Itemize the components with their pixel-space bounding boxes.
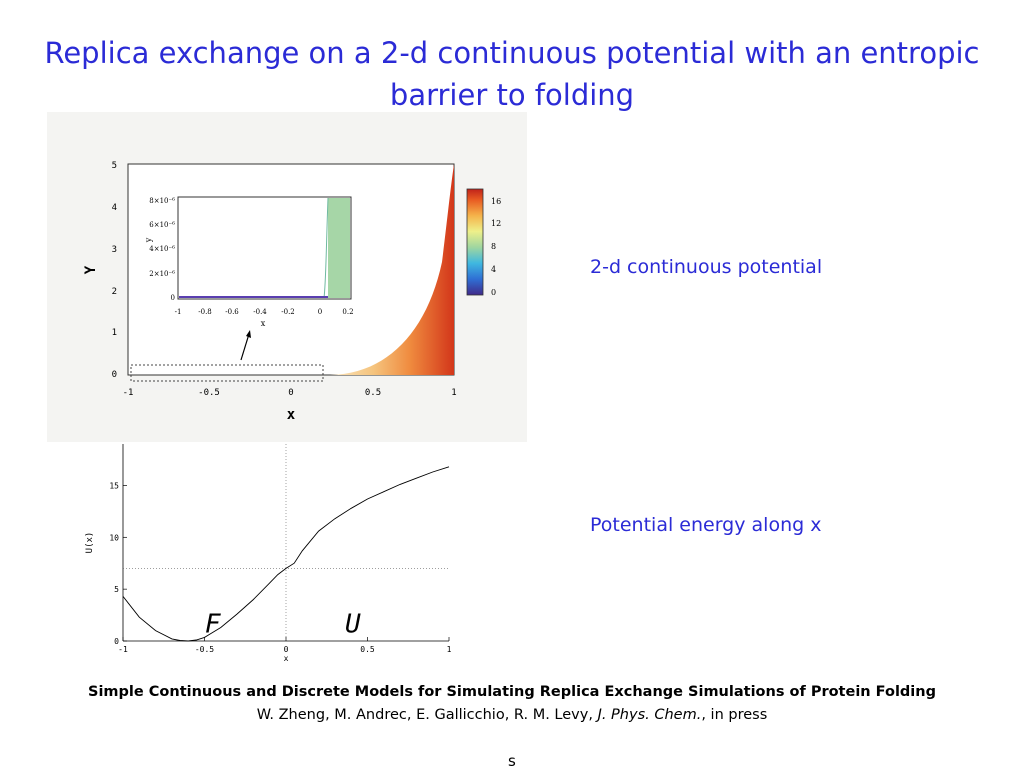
inset-y-tick-label: 4×10⁻⁶ <box>149 245 175 253</box>
x-tick-label: -0.5 <box>198 388 220 398</box>
inset-frame <box>177 196 352 300</box>
y-tick-label: 5 <box>112 161 117 171</box>
colorbar-tick-label: 8 <box>491 242 496 251</box>
y-tick-label: 3 <box>112 245 117 255</box>
reference-journal: J. Phys. Chem. <box>597 707 702 723</box>
potential-curve <box>122 466 450 642</box>
x-tick-label: -1 <box>118 645 128 654</box>
colorbar-tick-label: 0 <box>491 288 496 297</box>
inset-y-tick-label: 2×10⁻⁶ <box>149 270 175 278</box>
colorbar-tick-label: 12 <box>491 219 501 228</box>
y-tick-label: 0 <box>112 370 117 380</box>
inset-plot: 8×10⁻⁶ 6×10⁻⁶ 4×10⁻⁶ 2×10⁻⁶ 0 y -1 -0.8 … <box>144 196 354 328</box>
reference-separator: , <box>701 707 706 723</box>
colorbar <box>466 188 484 296</box>
inset-x-tick-label: -1 <box>175 308 182 316</box>
potential-2d-figure: 5 4 3 2 1 0 Y -1 -0.5 0 0.5 1 x 16 12 8 … <box>47 112 527 442</box>
inset-x-axis-label: x <box>261 319 266 328</box>
y-axis-label: U(x) <box>85 532 95 554</box>
inset-x-tick-label: -0.8 <box>198 308 212 316</box>
inset-x-tick-label: -0.6 <box>225 308 239 316</box>
inset-y-tick-label: 0 <box>171 294 175 302</box>
y-tick-label: 2 <box>112 287 117 297</box>
y-tick-label: 0 <box>114 637 119 646</box>
reference-title: Simple Continuous and Discrete Models fo… <box>88 684 936 700</box>
arrow-head <box>246 330 251 338</box>
inset-x-tick-label: -0.2 <box>281 308 295 316</box>
colorbar-ticks: 16 12 8 4 0 <box>491 197 501 297</box>
x-axis-ticks: -1 -0.5 0 0.5 1 <box>123 388 457 398</box>
stray-character: s <box>508 752 516 770</box>
reference-authors: W. Zheng, M. Andrec, E. Gallicchio, R. M… <box>256 707 593 723</box>
inset-high-region <box>328 198 350 298</box>
y-tick-label: 15 <box>109 481 119 490</box>
y-tick-label: 4 <box>112 203 117 213</box>
potential-energy-label: Potential energy along x <box>590 514 822 536</box>
reference-citation: W. Zheng, M. Andrec, E. Gallicchio, R. M… <box>0 707 1024 723</box>
y-axis-ticks: 5 4 3 2 1 0 <box>112 161 117 380</box>
x-tick-label: 1 <box>451 388 456 398</box>
inset-pointer-arrow <box>240 333 250 361</box>
y-tick-label: 5 <box>114 585 119 594</box>
x-tick-label: -0.5 <box>195 645 214 654</box>
inset-x-tick-label: -0.4 <box>253 308 267 316</box>
x-tick-label: 0 <box>288 388 293 398</box>
colorbar-tick-label: 16 <box>491 197 501 206</box>
zoom-region-box <box>130 364 324 382</box>
inset-y-tick-label: 8×10⁻⁶ <box>149 197 175 205</box>
reference-status: in press <box>710 707 768 723</box>
inset-edge <box>323 197 329 299</box>
y-axis-label: Y <box>83 265 99 274</box>
x-tick-label: 0 <box>284 645 289 654</box>
slide-title: Replica exchange on a 2-d continuous pot… <box>44 36 980 112</box>
y-tick-label: 1 <box>112 328 117 338</box>
x-axis-label: x <box>284 654 289 663</box>
y-tick-label: 10 <box>109 533 119 542</box>
potential-2d-label: 2-d continuous potential <box>590 256 823 278</box>
inset-x-tick-label: 0.2 <box>342 308 353 316</box>
potential-surface <box>330 164 454 375</box>
inset-x-tick-label: 0 <box>318 308 322 316</box>
x-tick-label: 0.5 <box>360 645 375 654</box>
colorbar-tick-label: 4 <box>491 265 496 274</box>
x-axis-label: x <box>287 407 296 423</box>
inset-y-tick-label: 6×10⁻⁶ <box>149 221 175 229</box>
inset-y-axis-label: y <box>144 237 153 243</box>
x-tick-label: -1 <box>123 388 134 398</box>
x-tick-label: 0.5 <box>365 388 381 398</box>
unfolded-state-label: U <box>345 610 361 640</box>
x-tick-label: 1 <box>447 645 452 654</box>
folded-state-label: F <box>205 610 222 640</box>
